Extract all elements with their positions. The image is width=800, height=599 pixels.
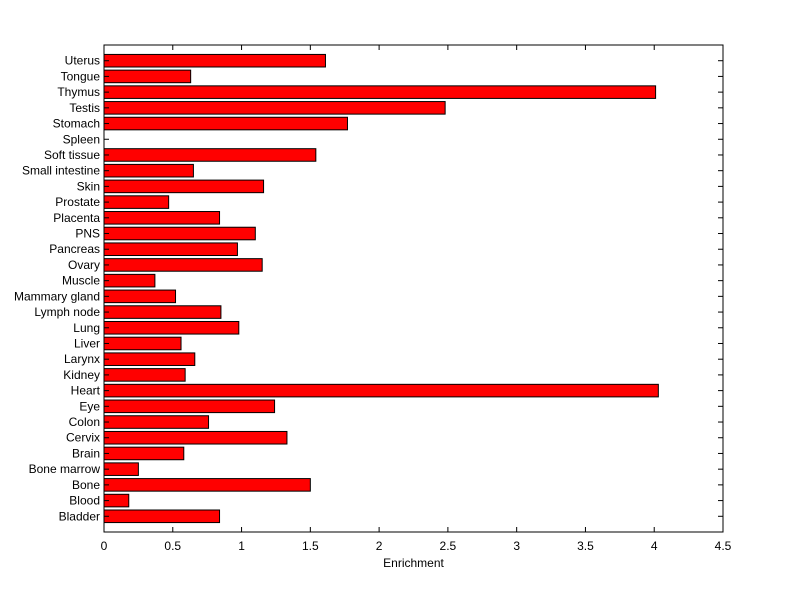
y-tick-label: Bone marrow [29, 462, 101, 476]
y-tick-label: Thymus [57, 85, 100, 99]
y-tick-label: Prostate [55, 195, 100, 209]
y-tick-label: Uterus [65, 54, 100, 68]
bar-tongue [103, 69, 192, 84]
y-tick-label: Heart [71, 384, 101, 398]
bar-liver [103, 336, 182, 351]
x-tick-label: 2 [376, 539, 383, 553]
x-axis-ticks: 0 0.5 1 1.5 2 2.5 3 3.5 4 4.5 [101, 45, 732, 553]
bar-bone [103, 478, 311, 492]
bar-kidney [103, 368, 186, 382]
bar-placenta [103, 211, 221, 225]
y-tick-label: Ovary [68, 258, 100, 272]
y-tick-label: Kidney [63, 368, 100, 382]
y-tick-label: Muscle [62, 274, 100, 288]
bar-eye [103, 399, 276, 414]
x-tick-label: 1 [238, 539, 245, 553]
bar-bladder [103, 509, 221, 524]
y-tick-label: PNS [75, 227, 100, 241]
x-tick-label: 3 [513, 539, 520, 553]
y-tick-label: Liver [74, 336, 100, 350]
bar-pancreas [103, 242, 238, 257]
bar-soft-tissue [103, 148, 317, 162]
y-tick-label: Bone [72, 478, 100, 492]
bar-heart [103, 383, 659, 398]
bar-mammary-gland [103, 289, 177, 304]
bar-bone-marrow [103, 462, 139, 476]
bar-testis [103, 101, 446, 115]
y-tick-label: Soft tissue [44, 148, 100, 162]
y-tick-label: Placenta [53, 211, 100, 225]
y-tick-label: Small intestine [22, 164, 100, 178]
y-tick-label: Brain [72, 446, 100, 460]
bar-ovary [103, 258, 263, 272]
y-tick-label: Mammary gland [14, 289, 100, 303]
bar-cervix [103, 430, 288, 445]
y-tick-label: Tongue [61, 69, 101, 83]
y-tick-label: Blood [69, 494, 100, 508]
bar-colon [103, 415, 210, 429]
x-tick-label: 3.5 [577, 539, 594, 553]
y-tick-label: Pancreas [49, 242, 100, 256]
bar-lymph-node [103, 305, 222, 319]
y-tick-label: Bladder [59, 509, 100, 523]
bar-small-intestine [103, 163, 194, 178]
y-tick-label: Colon [69, 415, 100, 429]
y-tick-label: Skin [77, 179, 100, 193]
bars-group [103, 53, 659, 524]
bar-prostate [103, 195, 170, 209]
y-tick-label: Testis [69, 101, 100, 115]
x-tick-label: 4 [651, 539, 658, 553]
bar-lung [103, 320, 240, 335]
bar-muscle [103, 273, 156, 288]
x-tick-label: 1.5 [302, 539, 319, 553]
y-tick-label: Lung [73, 321, 100, 335]
y-tick-label: Spleen [63, 132, 100, 146]
bar-pns [103, 226, 256, 241]
y-tick-label: Lymph node [34, 305, 100, 319]
y-tick-label: Cervix [66, 431, 100, 445]
y-tick-label: Larynx [64, 352, 100, 366]
x-tick-label: 2.5 [440, 539, 457, 553]
x-tick-label: 4.5 [715, 539, 732, 553]
x-axis-label: Enrichment [383, 556, 444, 570]
x-tick-label: 0 [101, 539, 108, 553]
x-tick-label: 0.5 [164, 539, 181, 553]
bar-thymus [103, 85, 657, 99]
bar-larynx [103, 352, 196, 366]
y-tick-label: Eye [79, 399, 100, 413]
plot-frame [103, 44, 724, 533]
bar-brain [103, 446, 185, 461]
bar-skin [103, 179, 265, 194]
bar-uterus [103, 53, 326, 68]
bar-stomach [103, 116, 348, 131]
y-tick-label: Stomach [53, 117, 100, 131]
